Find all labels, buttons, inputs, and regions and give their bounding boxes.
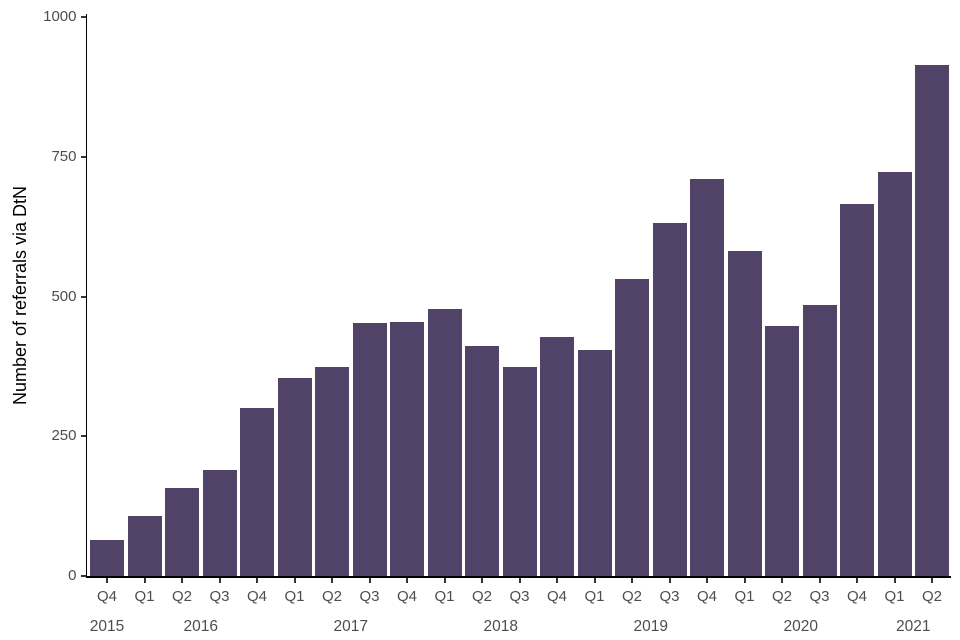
x-axis-tick xyxy=(556,578,558,583)
bar xyxy=(465,346,499,576)
x-tick-label-year: 2017 xyxy=(333,618,368,635)
x-tick-label-quarter: Q2 xyxy=(171,588,192,605)
y-tick-label: 1000 xyxy=(43,8,77,25)
x-axis-tick xyxy=(593,578,596,583)
x-axis-tick xyxy=(256,578,258,583)
x-tick-label-quarter: Q1 xyxy=(134,588,155,605)
x-axis-tick xyxy=(181,578,183,583)
bar xyxy=(352,323,387,576)
bar xyxy=(315,367,349,576)
x-axis-tick xyxy=(668,578,671,583)
bar xyxy=(652,223,687,576)
x-axis-tick xyxy=(443,578,446,583)
y-axis-tick xyxy=(80,435,86,438)
x-tick-label-quarter: Q1 xyxy=(734,588,755,605)
y-axis-tick xyxy=(80,295,86,298)
x-tick-label-year: 2021 xyxy=(896,618,931,635)
bar xyxy=(502,367,537,576)
x-axis-tick xyxy=(518,578,521,583)
x-axis-tick xyxy=(781,578,783,583)
x-tick-label-quarter: Q2 xyxy=(921,588,942,605)
bar xyxy=(277,378,312,576)
x-axis-tick xyxy=(743,578,746,583)
x-tick-label-quarter: Q4 xyxy=(846,588,867,605)
x-axis-tick xyxy=(893,578,896,583)
x-tick-label-quarter: Q1 xyxy=(884,588,905,605)
y-tick-label: 500 xyxy=(51,287,77,305)
x-tick-label-quarter: Q3 xyxy=(809,588,830,605)
x-tick-label-quarter: Q4 xyxy=(246,588,267,605)
bar xyxy=(615,279,649,576)
x-tick-label-quarter: Q3 xyxy=(509,588,530,605)
x-tick-label-quarter: Q3 xyxy=(209,588,230,605)
x-tick-label-year: 2015 xyxy=(89,618,125,635)
x-tick-label-quarter: Q4 xyxy=(96,588,117,605)
x-axis-tick xyxy=(106,578,108,583)
bar xyxy=(390,322,424,576)
x-tick-label-year: 2020 xyxy=(783,618,818,635)
y-axis-tick xyxy=(80,155,86,158)
x-axis-tick xyxy=(406,578,408,583)
x-tick-label-year: 2019 xyxy=(633,618,668,635)
y-axis-line xyxy=(85,14,87,578)
x-tick-label-quarter: Q1 xyxy=(284,588,305,605)
x-axis-tick xyxy=(706,578,708,583)
bar xyxy=(165,488,199,576)
x-tick-label-quarter: Q4 xyxy=(696,588,717,605)
x-tick-label-quarter: Q2 xyxy=(471,588,492,605)
bar xyxy=(427,309,462,576)
x-axis-tick xyxy=(631,578,633,583)
y-tick-label: 250 xyxy=(51,427,77,445)
bar xyxy=(765,326,799,576)
bar xyxy=(202,470,237,576)
x-axis-tick xyxy=(481,578,483,583)
x-tick-label-quarter: Q1 xyxy=(434,588,455,605)
y-tick-label: 750 xyxy=(51,147,77,165)
bar xyxy=(877,172,912,576)
x-tick-label-quarter: Q2 xyxy=(621,588,642,605)
bar xyxy=(802,305,837,576)
x-axis-tick xyxy=(218,578,221,583)
x-axis-tick xyxy=(293,578,296,583)
x-tick-label-quarter: Q2 xyxy=(321,588,342,605)
bar xyxy=(727,251,762,576)
x-tick-label-quarter: Q2 xyxy=(771,588,792,605)
bar xyxy=(90,540,124,576)
y-axis-tick xyxy=(80,16,86,18)
x-tick-label-quarter: Q4 xyxy=(546,588,567,605)
x-tick-label-year: 2018 xyxy=(483,618,518,635)
bar xyxy=(240,408,274,576)
x-axis-tick xyxy=(331,578,333,583)
y-axis-tick xyxy=(80,575,86,577)
x-tick-label-year: 2016 xyxy=(183,618,218,635)
x-axis-tick xyxy=(143,578,146,583)
x-tick-label-quarter: Q3 xyxy=(359,588,380,605)
x-axis-line xyxy=(85,576,951,578)
x-axis-tick xyxy=(931,578,933,583)
bar xyxy=(840,204,874,576)
bar xyxy=(540,337,574,576)
x-axis-tick xyxy=(856,578,858,583)
bar xyxy=(915,65,949,576)
x-tick-label-quarter: Q4 xyxy=(396,588,417,605)
bar xyxy=(577,350,612,576)
x-tick-label-quarter: Q3 xyxy=(659,588,680,605)
y-tick-label: 0 xyxy=(68,567,77,584)
x-axis-tick xyxy=(368,578,371,583)
bar xyxy=(690,179,724,576)
bar xyxy=(127,516,162,576)
x-tick-label-quarter: Q1 xyxy=(584,588,605,605)
x-axis-tick xyxy=(818,578,821,583)
